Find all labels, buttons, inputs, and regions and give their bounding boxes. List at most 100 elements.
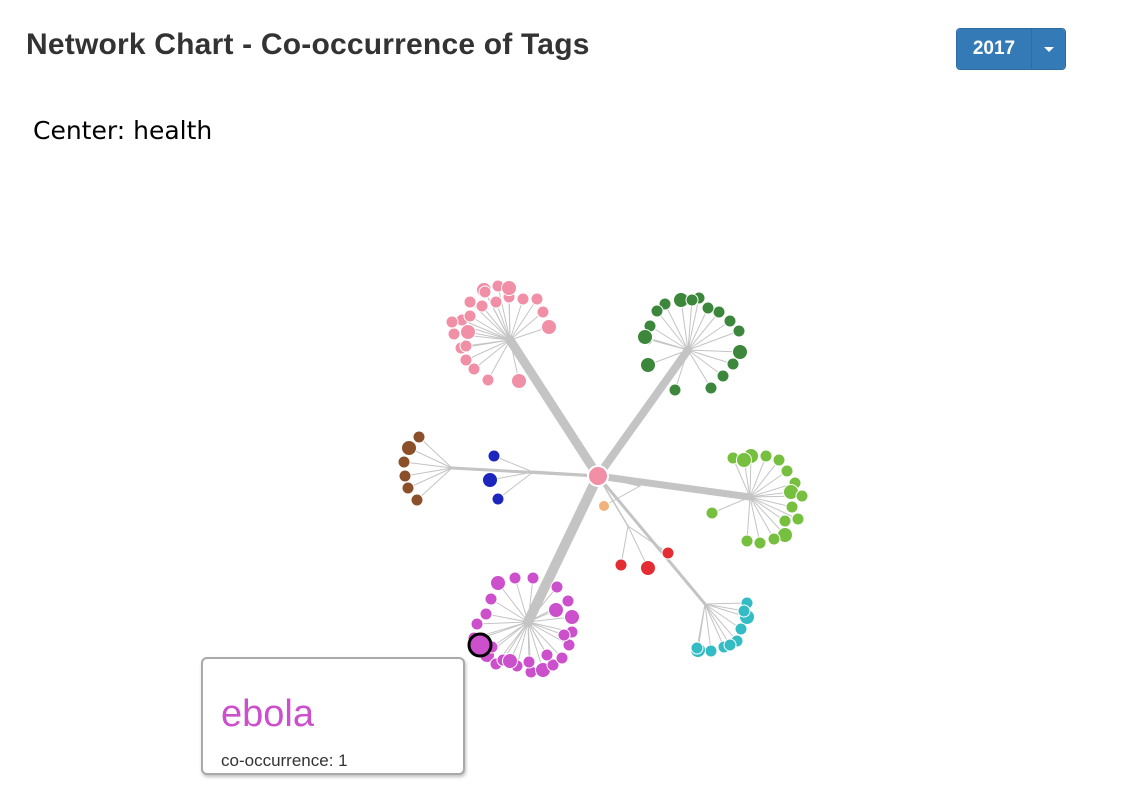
dark-green-leaf-node[interactable] [637,329,653,345]
red-leaf-node[interactable] [661,546,675,560]
pink-leaf-node[interactable] [459,353,473,367]
dark-green-leaf-node[interactable] [685,293,699,307]
pink-leaf-node[interactable] [447,327,461,341]
magenta-leaf-node[interactable] [522,655,536,669]
pink-leaf-node[interactable] [467,362,481,376]
magenta-leaf-edge [485,613,529,623]
light-green-leaf-node[interactable] [772,453,786,467]
magenta-leaf-node[interactable] [564,609,580,625]
light-green-leaf-edge [711,496,751,514]
magenta-leaf-node[interactable] [502,653,518,669]
year-selector[interactable]: 2017 [956,28,1066,70]
light-green-leaf-node[interactable] [795,489,809,503]
light-green-leaf-node[interactable] [778,514,792,528]
pink-trunk-edge [505,335,603,481]
pink-leaf-node[interactable] [445,315,459,329]
dark-green-leaf-edge [680,299,689,351]
magenta-leaf-node[interactable] [555,651,569,665]
brown-trunk-edge [450,466,600,478]
magenta-leaf-node[interactable] [557,628,571,642]
light-green-leaf-node[interactable] [785,500,799,514]
cyan-leaf-node[interactable] [704,644,718,658]
magenta-leaf-node[interactable] [470,617,484,631]
pink-leaf-node[interactable] [516,292,530,306]
light-green-leaf-edge [749,496,761,544]
magenta-leaf-node[interactable] [508,571,522,585]
magenta-leaf-edge [490,598,529,623]
pink-leaf-edge [484,291,511,341]
light-green-leaf-node[interactable] [791,512,805,526]
year-button[interactable]: 2017 [957,29,1031,69]
cyan-leaf-node[interactable] [737,604,751,618]
pink-leaf-node[interactable] [501,280,517,296]
dark-green-leaf-node[interactable] [668,383,682,397]
magenta-leaf-node[interactable] [561,594,575,608]
dark-green-leaf-node[interactable] [732,344,748,360]
magenta-leaf-node[interactable] [479,607,493,621]
magenta-leaf-node[interactable] [546,658,560,672]
year-dropdown-toggle[interactable] [1031,29,1065,69]
brown-leaf-node[interactable] [412,430,426,444]
light-green-leaf-node[interactable] [759,449,773,463]
light-green-leaf-node[interactable] [767,532,781,546]
magenta-leaf-node[interactable] [484,592,498,606]
cyan-leaf-node[interactable] [690,641,704,655]
brown-leaf-edge [404,467,453,477]
tooltip-co-occurrence: co-occurrence: 1 [221,751,348,770]
center-caption-label: Center: [33,116,126,145]
pink-leaf-edge [487,339,511,381]
dark-green-leaf-node[interactable] [712,305,726,319]
pink-leaf-node[interactable] [511,373,527,389]
light-green-leaf-node[interactable] [753,536,767,550]
cyan-leaf-node[interactable] [734,622,748,636]
blue-leaf-node[interactable] [491,492,505,506]
cyan-leaf-edge [704,603,738,642]
brown-leaf-node[interactable] [397,455,411,469]
center-node-health[interactable] [587,465,609,487]
magenta-leaf-node[interactable] [526,571,540,585]
light-green-leaf-node[interactable] [705,506,719,520]
brown-leaf-node[interactable] [401,481,415,495]
pink-leaf-node[interactable] [489,295,503,309]
pink-leaf-node[interactable] [530,292,544,306]
light-green-leaf-node[interactable] [740,534,754,548]
pink-leaf-edge [497,285,511,341]
dark-green-leaf-node[interactable] [726,357,740,371]
magenta-leaf-node[interactable] [540,648,554,662]
light-green-leaf-node[interactable] [736,452,752,468]
magenta-leaf-node[interactable] [548,602,564,618]
pink-leaf-node[interactable] [536,305,550,319]
red-leaf-node[interactable] [640,560,656,576]
dark-green-leaf-node[interactable] [701,301,715,315]
highlighted-node-ebola[interactable] [467,632,493,658]
dark-green-leaf-node[interactable] [650,304,664,318]
dark-green-leaf-node[interactable] [640,357,656,373]
blue-leaf-node[interactable] [487,449,501,463]
pink-leaf-node[interactable] [459,339,473,353]
blue-leaf-node[interactable] [482,472,498,488]
pink-leaf-node[interactable] [460,324,476,340]
dark-green-leaf-node[interactable] [704,381,718,395]
pink-leaf-node[interactable] [481,373,495,387]
pink-leaf-node[interactable] [475,299,489,313]
dark-green-leaf-node[interactable] [723,314,737,328]
light-green-leaf-node[interactable] [780,464,794,478]
pink-leaf-edge [465,339,511,361]
magenta-leaf-node[interactable] [550,580,564,594]
pink-leaf-node[interactable] [541,319,557,335]
magenta-leaf-node[interactable] [490,575,506,591]
pink-leaf-edge [469,315,511,341]
brown-leaf-node[interactable] [398,469,412,483]
cyan-leaf-node[interactable] [723,638,737,652]
orange-leaf-node[interactable] [598,500,610,512]
pink-leaf-node[interactable] [478,285,492,299]
brown-leaf-node[interactable] [410,493,424,507]
dark-green-leaf-node[interactable] [732,324,746,338]
pink-leaf-node[interactable] [463,309,477,323]
pink-leaf-node[interactable] [463,295,477,309]
magenta-leaf-edge [497,582,529,623]
page-title: Network Chart - Co-occurrence of Tags [26,28,590,61]
brown-leaf-node[interactable] [401,440,417,456]
dark-green-leaf-node[interactable] [716,369,730,383]
red-leaf-node[interactable] [614,558,628,572]
